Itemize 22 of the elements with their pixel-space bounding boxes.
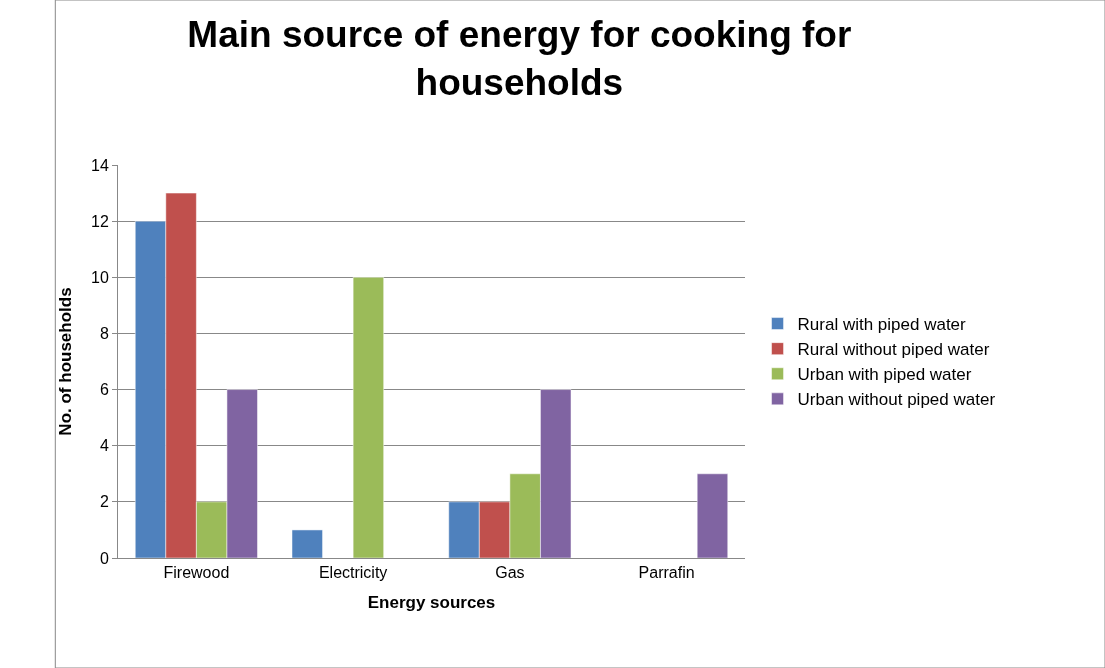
y-tick-label: 10 <box>91 268 109 286</box>
legend-label: Urban without piped water <box>797 390 996 410</box>
bar <box>696 473 729 558</box>
bar <box>291 529 323 558</box>
chart-title: Main source of energy for cooking for households <box>187 13 852 103</box>
x-tick-label: Firewood <box>163 564 230 582</box>
x-tick-label: Gas <box>495 564 525 582</box>
bar <box>352 277 384 558</box>
x-axis-title: Energy sources <box>367 592 496 612</box>
x-tick-label: Parrafin <box>638 564 695 582</box>
y-tick-label: 6 <box>99 381 109 399</box>
legend-label: Urban with piped water <box>797 365 972 385</box>
y-tick-label: 8 <box>99 325 109 343</box>
y-tick-label: 12 <box>91 212 109 230</box>
legend-label: Rural without piped water <box>797 340 990 360</box>
y-tick-label: 14 <box>91 156 109 174</box>
y-tick-label: 4 <box>99 437 109 455</box>
y-tick-label: 0 <box>99 549 109 567</box>
y-tick-label: 2 <box>99 493 109 511</box>
x-tick-label: Electricity <box>318 564 388 582</box>
y-axis-title: No. of households <box>55 287 75 436</box>
legend-label: Rural with piped water <box>797 315 967 335</box>
